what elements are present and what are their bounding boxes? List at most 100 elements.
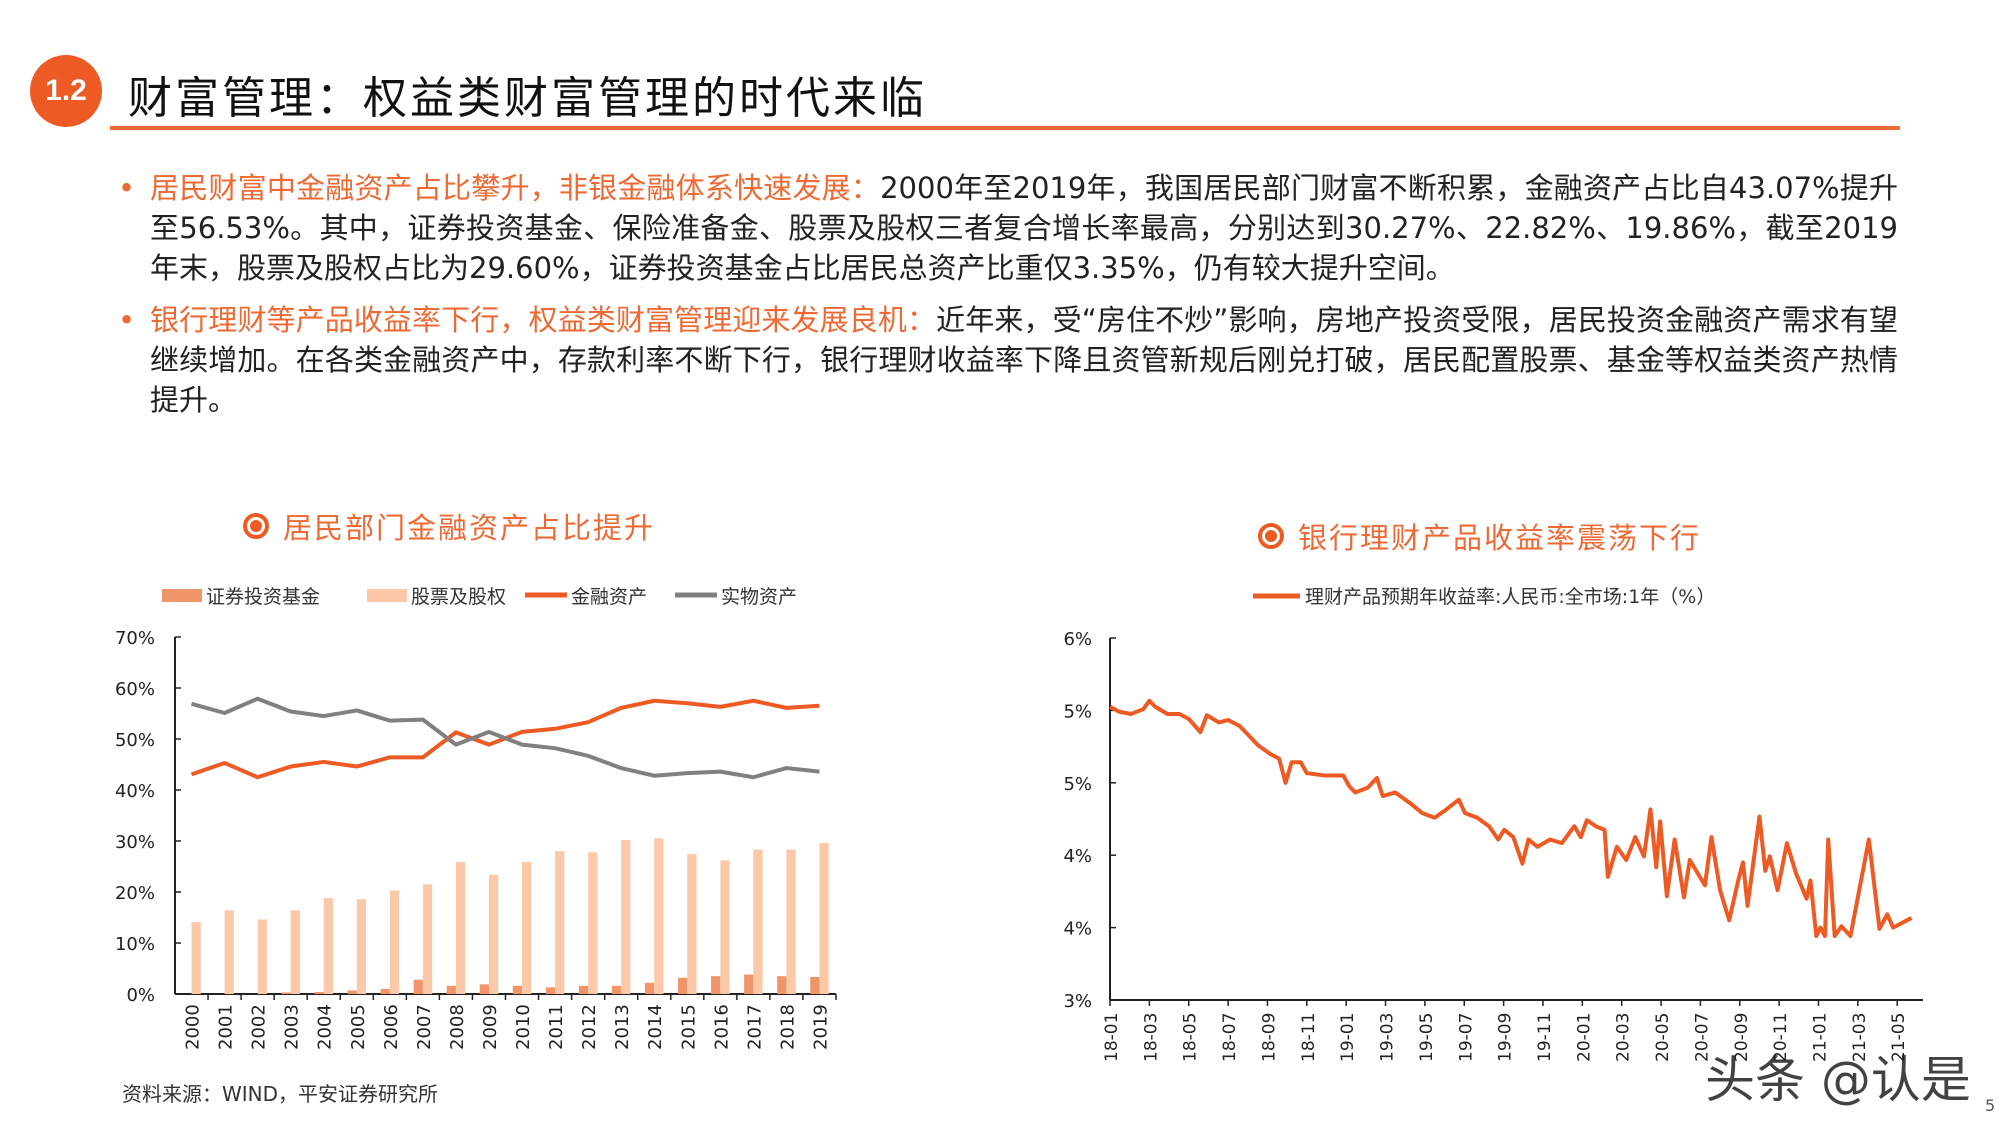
x-tick-label: 2005	[348, 1004, 369, 1050]
bar-stock	[654, 838, 664, 994]
x-tick-label: 2001	[216, 1004, 237, 1050]
x-tick-label: 18-01	[1102, 1013, 1122, 1062]
bullet-dot-icon: •	[118, 303, 136, 337]
bar-fund	[314, 991, 324, 994]
x-tick-label: 19-01	[1338, 1013, 1358, 1062]
x-tick-label: 2012	[579, 1004, 600, 1050]
bar-stock	[819, 843, 829, 994]
bar-stock	[224, 910, 234, 994]
y-tick-label: 60%	[115, 679, 155, 700]
right-chart-title: 银行理财产品收益率震荡下行	[1258, 515, 1701, 557]
bar-stock	[488, 874, 499, 994]
bar-stock	[753, 849, 763, 994]
x-tick-label: 2014	[645, 1004, 666, 1050]
x-tick-label: 2008	[447, 1004, 468, 1050]
bar-stock	[621, 839, 631, 994]
bar-stock	[356, 899, 367, 994]
x-tick-label: 21-05	[1889, 1013, 1909, 1062]
y-tick-label: 5%	[1063, 774, 1092, 795]
legend-swatch	[162, 589, 202, 602]
bar-fund	[380, 988, 390, 994]
x-tick-label: 20-11	[1771, 1013, 1791, 1062]
x-tick-label: 20-07	[1692, 1013, 1712, 1062]
bar-fund	[711, 976, 721, 994]
y-tick-label: 50%	[115, 730, 155, 751]
bar-fund	[545, 987, 556, 994]
bar-fund	[644, 982, 655, 994]
bar-fund	[413, 979, 423, 994]
bullet-lead: 居民财富中金融资产占比攀升，非银金融体系快速发展：	[150, 171, 881, 205]
y-tick-label: 0%	[126, 985, 155, 1006]
y-tick-label: 30%	[115, 832, 155, 853]
bar-stock	[588, 852, 598, 994]
x-tick-label: 18-05	[1181, 1013, 1201, 1062]
bar-stock	[191, 922, 201, 994]
bar-fund	[678, 977, 688, 994]
x-tick-label: 2007	[414, 1004, 435, 1050]
x-tick-label: 2009	[480, 1004, 501, 1050]
x-tick-label: 2010	[513, 1004, 534, 1050]
x-tick-label: 2000	[183, 1004, 204, 1050]
bar-fund	[347, 990, 357, 994]
x-tick-label: 18-03	[1141, 1013, 1161, 1062]
legend-label: 理财产品预期年收益率:人民币:全市场:1年（%）	[1305, 586, 1715, 608]
x-tick-label: 2004	[315, 1004, 336, 1050]
bar-fund	[512, 985, 523, 994]
left-chart-title-text: 居民部门金融资产占比提升	[283, 511, 656, 545]
target-icon	[1258, 523, 1284, 549]
x-tick-label: 2019	[810, 1004, 831, 1050]
y-tick-label: 3%	[1063, 991, 1092, 1012]
bar-fund	[810, 976, 820, 994]
legend-label: 金融资产	[571, 586, 647, 608]
y-tick-label: 10%	[115, 934, 155, 955]
x-tick-label: 18-09	[1259, 1013, 1279, 1062]
bar-stock	[389, 890, 400, 994]
source-note: 资料来源：WIND，平安证券研究所	[122, 1082, 439, 1106]
x-tick-label: 20-09	[1732, 1013, 1752, 1062]
bar-stock	[522, 861, 532, 994]
y-tick-label: 4%	[1063, 919, 1092, 940]
section-number-badge: 1.2	[30, 55, 102, 127]
title-divider	[110, 126, 1900, 130]
bar-stock	[323, 898, 333, 994]
x-tick-label: 19-03	[1378, 1013, 1398, 1062]
bar-fund	[777, 976, 787, 994]
x-tick-label: 18-11	[1299, 1013, 1319, 1062]
x-tick-label: 2016	[711, 1004, 732, 1050]
x-tick-label: 19-07	[1456, 1013, 1476, 1062]
x-tick-label: 21-03	[1850, 1013, 1870, 1062]
watermark: 头条 @认是	[1705, 1051, 1971, 1109]
line-wealth-product-yield	[1109, 698, 1913, 939]
bar-stock	[455, 861, 466, 994]
bar-fund	[479, 984, 489, 994]
x-tick-label: 20-05	[1653, 1013, 1673, 1062]
y-tick-label: 20%	[115, 883, 155, 904]
x-tick-label: 2017	[744, 1004, 765, 1050]
bar-stock	[786, 849, 796, 994]
page-number: 5	[1985, 1096, 1996, 1115]
bar-stock	[257, 919, 267, 994]
bullet-item: • 居民财富中金融资产占比攀升，非银金融体系快速发展：2000年至2019年，我国…	[118, 168, 1898, 288]
x-tick-label: 21-01	[1811, 1013, 1831, 1062]
target-icon	[243, 513, 269, 539]
x-tick-label: 2011	[546, 1004, 567, 1050]
x-tick-label: 20-03	[1614, 1013, 1634, 1062]
x-tick-label: 2003	[282, 1004, 303, 1050]
bullet-list: • 居民财富中金融资产占比攀升，非银金融体系快速发展：2000年至2019年，我国…	[118, 168, 1898, 432]
bar-stock	[290, 910, 300, 994]
y-tick-label: 6%	[1063, 629, 1092, 650]
bar-fund	[578, 985, 589, 994]
x-tick-label: 20-01	[1574, 1013, 1594, 1062]
x-tick-label: 19-05	[1417, 1013, 1437, 1062]
x-tick-label: 19-11	[1535, 1013, 1555, 1062]
bar-fund	[281, 992, 291, 994]
bullet-item: • 银行理财等产品收益率下行，权益类财富管理迎来发展良机：近年来，受“房住不炒”影…	[118, 300, 1898, 420]
bar-stock	[720, 860, 730, 994]
legend-label: 股票及股权	[411, 586, 506, 608]
x-tick-label: 19-09	[1496, 1013, 1516, 1062]
x-tick-label: 2018	[777, 1004, 798, 1050]
legend-label: 证券投资基金	[206, 586, 320, 608]
bar-stock	[687, 854, 697, 994]
right-chart-title-text: 银行理财产品收益率震荡下行	[1298, 521, 1702, 555]
bar-stock	[422, 884, 433, 994]
